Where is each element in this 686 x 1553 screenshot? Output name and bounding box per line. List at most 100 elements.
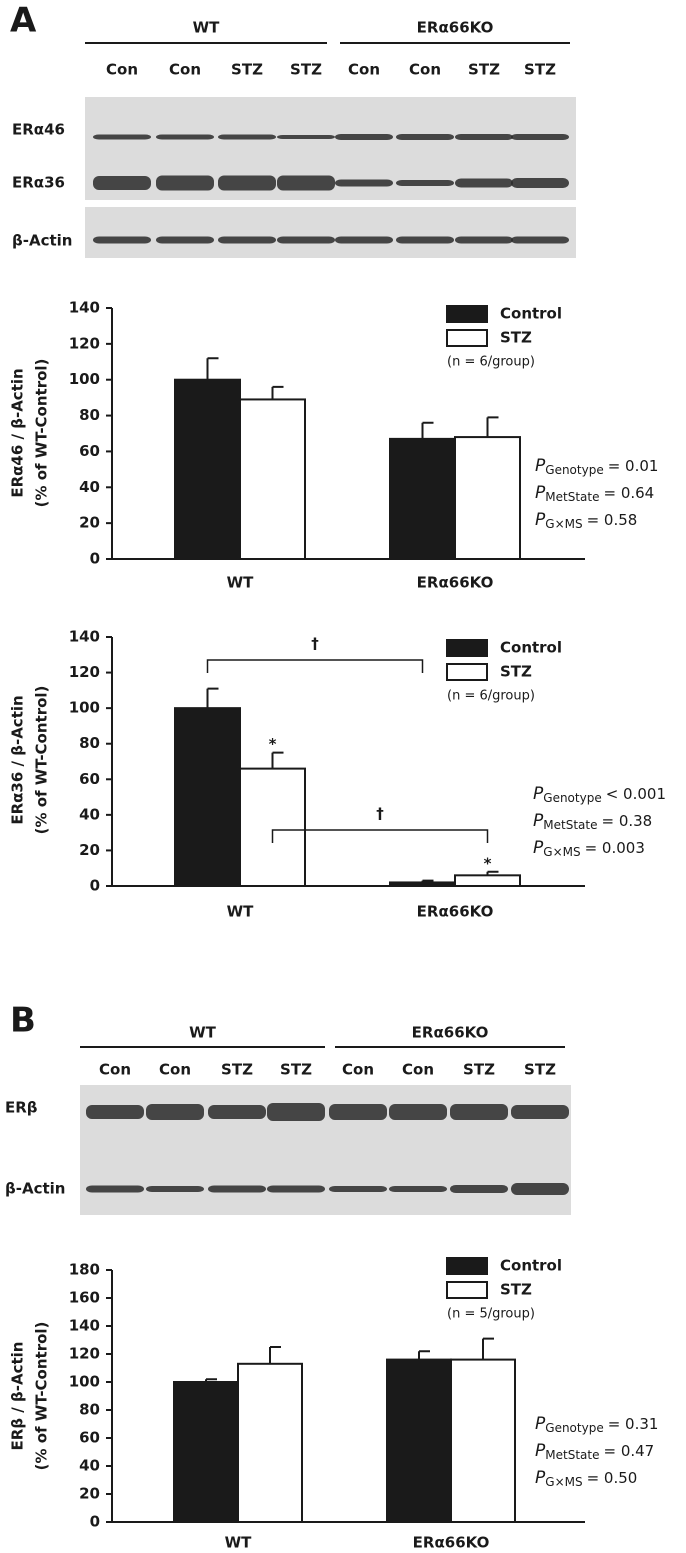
error-bar — [269, 1346, 281, 1364]
blot-band — [335, 236, 393, 244]
blot-band — [86, 1105, 144, 1119]
blot-band — [389, 1104, 447, 1120]
stat-text: = 0.01 — [608, 457, 659, 475]
x-tick-label: ERα66KO — [417, 903, 494, 921]
error-bar — [486, 870, 499, 876]
blot-band — [511, 134, 569, 140]
stat-text: = 0.003 — [585, 839, 645, 857]
bar — [454, 874, 521, 887]
error-bar — [421, 879, 434, 883]
stat: PG×MS = 0.003 — [533, 838, 645, 859]
blot-band — [455, 236, 513, 244]
stat-symbol: P — [533, 784, 544, 804]
y-tick-label: 60 — [79, 770, 100, 788]
x-tick-label: ERα66KO — [417, 574, 494, 592]
bar — [174, 707, 241, 888]
bar — [239, 398, 306, 560]
significance-bracket — [206, 659, 424, 673]
stat-subscript: G×MS — [543, 845, 580, 859]
blot-band — [208, 1185, 266, 1193]
y-axis-label: ERα46 / β-Actin — [9, 368, 27, 497]
y-tick-label: 0 — [90, 877, 100, 895]
y-axis-label: (% of WT-Control) — [33, 686, 51, 835]
legend-swatch — [446, 663, 488, 681]
band-label: β-Actin — [5, 1180, 65, 1198]
blot-band — [511, 236, 569, 244]
y-tick-label: 80 — [79, 406, 100, 424]
blot-band — [156, 175, 214, 191]
stat-text: = 0.38 — [601, 812, 652, 830]
y-axis-label: ERβ / β-Actin — [9, 1342, 27, 1451]
error-bar — [482, 1337, 494, 1360]
lane-label: Con — [409, 61, 441, 79]
blot-band — [277, 135, 335, 139]
blot-band — [335, 134, 393, 140]
stat-subscript: G×MS — [545, 517, 582, 531]
blot-band — [455, 178, 513, 188]
blot-band — [450, 1104, 508, 1120]
x-tick-label: WT — [225, 1534, 253, 1552]
y-tick-label: 20 — [79, 841, 100, 859]
lane-label: Con — [348, 61, 380, 79]
lane-label: STZ — [524, 61, 556, 79]
stat: PMetState = 0.47 — [535, 1441, 654, 1462]
blot-band — [208, 1105, 266, 1119]
stat: PGenotype < 0.001 — [533, 784, 666, 805]
blot-band — [86, 1185, 144, 1193]
y-tick-label: 100 — [69, 699, 100, 717]
lane-label: STZ — [231, 61, 263, 79]
band-label: ERα36 — [12, 174, 65, 192]
blot-band — [267, 1103, 325, 1121]
error-bar — [271, 385, 284, 400]
blot-band — [93, 236, 151, 244]
stat: PMetState = 0.38 — [533, 811, 652, 832]
blot-band — [146, 1104, 204, 1120]
legend-swatch — [446, 329, 488, 347]
blot-band — [156, 236, 214, 244]
y-tick-label: 60 — [79, 1429, 100, 1447]
stat-text: = 0.31 — [608, 1415, 659, 1433]
legend-label: STZ — [500, 1281, 532, 1299]
bar — [386, 1358, 452, 1523]
legend-swatch — [446, 639, 488, 657]
stat-symbol: P — [533, 811, 544, 831]
blot-band — [511, 1183, 569, 1195]
bar — [454, 436, 521, 561]
blot-band — [156, 134, 214, 140]
lane-label: Con — [99, 1061, 131, 1079]
legend-label: STZ — [500, 663, 532, 681]
blot-band — [93, 134, 151, 140]
legend-swatch — [446, 305, 488, 323]
blot-band — [396, 236, 454, 244]
stat-text: < 0.001 — [606, 785, 666, 803]
lane-label: STZ — [290, 61, 322, 79]
group-label: ERα66KO — [417, 19, 494, 37]
blot-band — [267, 1185, 325, 1193]
bar — [239, 767, 306, 887]
lane-label: STZ — [524, 1061, 556, 1079]
y-tick-label: 60 — [79, 442, 100, 460]
blot-band — [455, 134, 513, 140]
stat-subscript: G×MS — [545, 1475, 582, 1489]
y-tick-label: 0 — [90, 550, 100, 568]
legend-swatch — [446, 1281, 488, 1299]
y-tick-label: 120 — [69, 1345, 100, 1363]
error-bar — [421, 421, 434, 439]
stat-symbol: P — [535, 1468, 546, 1488]
y-tick-label: 140 — [69, 299, 100, 317]
x-tick-label: WT — [227, 574, 255, 592]
blot-band — [389, 1186, 447, 1192]
bar — [237, 1362, 303, 1524]
stat-text: = 0.64 — [603, 484, 654, 502]
blot-band — [329, 1104, 387, 1120]
legend-swatch — [446, 1257, 488, 1275]
legend-note: (n = 6/group) — [447, 355, 535, 370]
stat-symbol: P — [535, 456, 546, 476]
lane-label: Con — [402, 1061, 434, 1079]
y-tick-label: 140 — [69, 1317, 100, 1335]
significance-marker: * — [269, 735, 277, 753]
band-label: ERβ — [5, 1099, 38, 1117]
stat-subscript: MetState — [545, 490, 599, 504]
stat: PMetState = 0.64 — [535, 483, 654, 504]
blot-band — [277, 236, 335, 244]
